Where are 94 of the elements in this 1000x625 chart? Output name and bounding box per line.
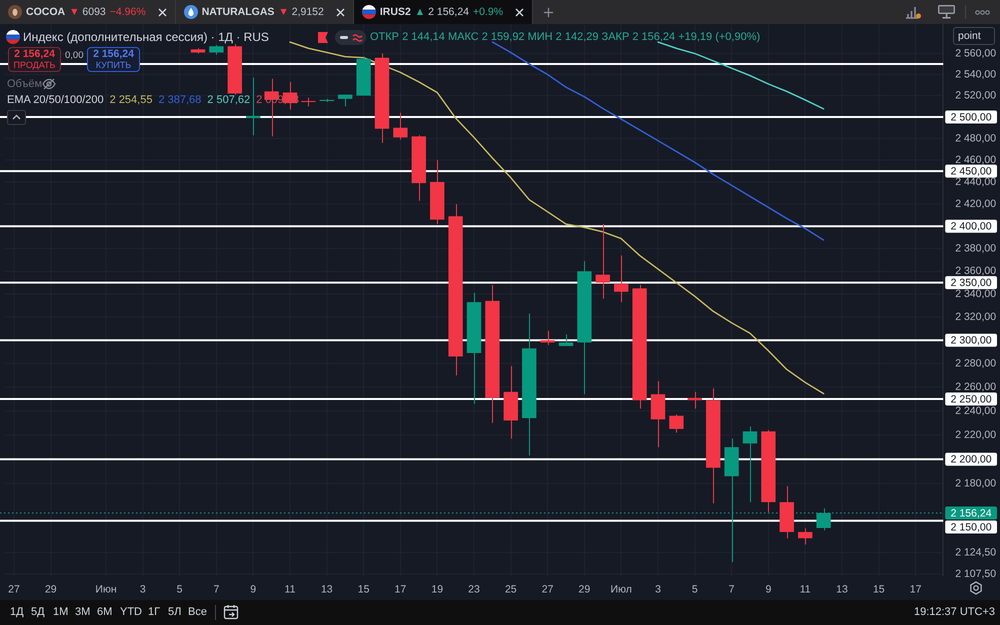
x-tick-label: 23	[468, 583, 480, 596]
y-tick-label: 2 180,00	[955, 478, 996, 490]
x-tick-label: 5	[176, 583, 183, 596]
ref-line-label: 2 450,00	[950, 165, 992, 178]
x-tick-label: 29	[578, 583, 590, 596]
annotation: КУПИТЬ	[96, 60, 132, 70]
x-tick-label: 5	[692, 583, 698, 596]
text: 1М	[53, 606, 68, 618]
y-tick-label: 2 107,50	[955, 568, 996, 580]
x-tick-label: Июн	[95, 583, 117, 596]
x-tick-label: Июл	[610, 583, 632, 596]
sell-button: 2 156,24 ПРОДАТЬ	[8, 47, 61, 72]
x-tick-label: 17	[394, 583, 406, 596]
ref-line-label: 2 500,00	[950, 111, 992, 124]
text: IRUS2	[380, 6, 411, 18]
x-tick-label: 29	[44, 583, 57, 596]
text: 3М	[75, 606, 90, 618]
y-tick-label: 2 560,00	[955, 47, 996, 60]
text: +0.9%	[473, 6, 504, 18]
x-tick-label: 15	[872, 583, 885, 596]
candlestick	[596, 224, 610, 300]
text: 1Д	[10, 606, 24, 618]
ref-line-label: 2 350,00	[950, 277, 992, 290]
ref-line-label: 2 156,24	[950, 507, 992, 520]
y-tick-label: 2 360,00	[955, 265, 996, 278]
text: NATURALGAS	[202, 6, 274, 18]
x-tick-label: 7	[728, 583, 735, 596]
x-tick-label: 3	[140, 583, 146, 596]
text: −4.96%	[110, 6, 146, 18]
annotation: ПРОДАТЬ	[14, 60, 56, 70]
y-tick-label: 2 440,00	[955, 176, 996, 188]
x-tick-label: 9	[765, 583, 772, 596]
text: 5Д	[31, 606, 45, 618]
x-tick-label: 13	[836, 583, 848, 596]
annotation: 2 156,24	[93, 48, 134, 60]
candlestick	[338, 94, 352, 107]
annotation: 2 254,55	[110, 94, 152, 106]
candlestick	[742, 426, 758, 503]
x-tick-label: 15	[358, 583, 370, 596]
x-tick-label: 17	[910, 583, 922, 596]
y-tick-label: 2 340,00	[955, 288, 996, 300]
y-tick-label: 2 540,00	[955, 68, 996, 80]
annotation: Объём	[7, 78, 42, 90]
buy-button: 2 156,24 КУПИТЬ	[87, 47, 140, 72]
text: 5Л	[168, 606, 182, 618]
ref-line-label: 2 250,00	[950, 393, 992, 406]
annotation: 2 387,68	[158, 94, 202, 106]
annotation: EMA 20/50/100/200	[7, 94, 104, 106]
text: 1Г	[148, 606, 160, 618]
ref-line-label: 2 200,00	[950, 454, 992, 466]
annotation: 2 507,62	[207, 94, 250, 106]
text: ▲ 2 156,24	[414, 6, 469, 18]
y-tick-label: 2 420,00	[955, 198, 996, 210]
ref-line-label: 2 400,00	[950, 220, 992, 233]
x-tick-label: 3	[655, 583, 662, 596]
annotation: 0,00	[65, 50, 84, 61]
x-tick-label: 27	[542, 583, 554, 596]
x-tick-label: 9	[250, 583, 256, 596]
y-tick-label: 2 260,00	[955, 381, 996, 394]
text: YTD	[120, 606, 142, 618]
text: Индекс (дополнительная сессия) · 1Д · RUS	[23, 30, 269, 44]
candlestick	[614, 254, 628, 303]
y-tick-label: 2 240,00	[955, 404, 996, 417]
y-tick-label: 2 380,00	[955, 242, 996, 255]
y-tick-label: 2 220,00	[955, 428, 996, 441]
text: ▼ 6093	[69, 6, 106, 18]
x-tick-label: 27	[8, 583, 20, 596]
x-tick-label: 11	[284, 583, 296, 596]
x-tick-label: 7	[213, 583, 220, 596]
text: Все	[188, 606, 207, 618]
y-tick-label: 2 460,00	[955, 154, 996, 166]
text: ОТКР 2 144,14 МАКС 2 159,92 МИН 2 142,29 ЗАКР 2 156,24 +19,19 (+0,90%)	[370, 31, 760, 43]
candlestick	[540, 330, 555, 346]
y-tick-label: 2 520,00	[955, 90, 996, 102]
candlestick	[393, 112, 408, 140]
text: ▼ 2,9152	[278, 6, 324, 18]
x-tick-label: 11	[800, 583, 811, 596]
ref-line-label: 2 300,00	[950, 334, 992, 347]
text: 6М	[97, 606, 112, 618]
x-tick-label: 25	[504, 583, 517, 596]
ref-line-label: 2 150,00	[950, 521, 992, 534]
y-tick-label: 2 480,00	[955, 132, 996, 144]
y-tick-label: 2 320,00	[955, 310, 996, 323]
text: 19:12:37 UTC+3	[914, 606, 995, 618]
x-tick-label: 13	[320, 583, 333, 596]
x-tick-label: 19	[431, 583, 444, 596]
candlestick	[798, 528, 812, 546]
candlestick	[669, 414, 684, 434]
candlestick	[209, 44, 224, 56]
annotation: 2 156,24	[14, 48, 55, 60]
text-field: point	[953, 27, 995, 45]
y-tick-label: 2 124,50	[955, 546, 996, 559]
y-tick-label: 2 280,00	[955, 357, 996, 370]
text: COCOA	[26, 6, 66, 18]
